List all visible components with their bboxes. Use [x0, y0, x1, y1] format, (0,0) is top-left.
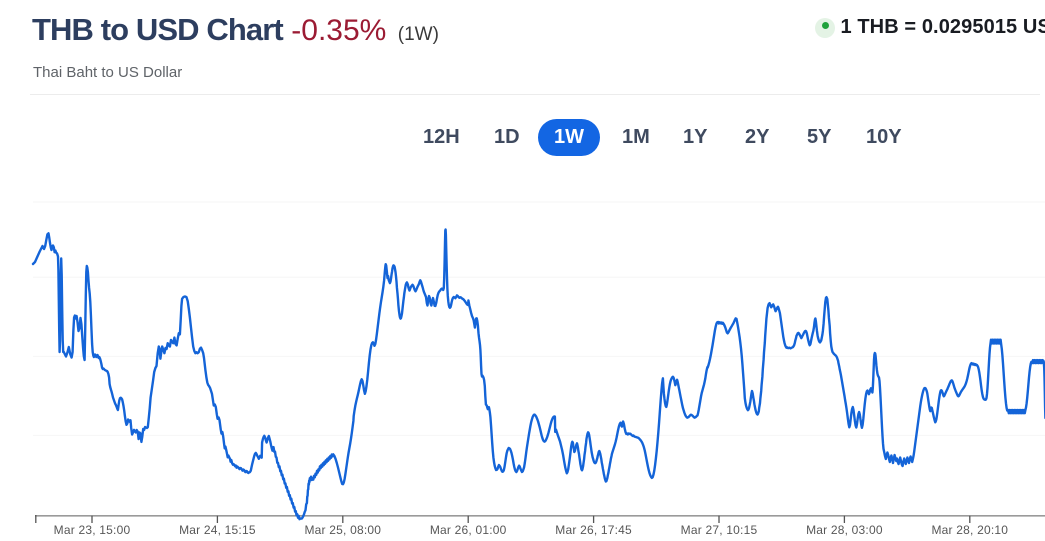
- svg-text:Mar 23, 15:00: Mar 23, 15:00: [54, 523, 131, 537]
- svg-text:Mar 25, 08:00: Mar 25, 08:00: [304, 523, 381, 537]
- svg-text:Mar 28, 03:00: Mar 28, 03:00: [806, 523, 883, 537]
- svg-text:Mar 26, 17:45: Mar 26, 17:45: [555, 523, 632, 537]
- svg-text:Mar 28, 20:10: Mar 28, 20:10: [931, 523, 1008, 537]
- svg-text:Mar 27, 10:15: Mar 27, 10:15: [681, 523, 758, 537]
- svg-text:Mar 26, 01:00: Mar 26, 01:00: [430, 523, 507, 537]
- svg-text:Mar 24, 15:15: Mar 24, 15:15: [179, 523, 256, 537]
